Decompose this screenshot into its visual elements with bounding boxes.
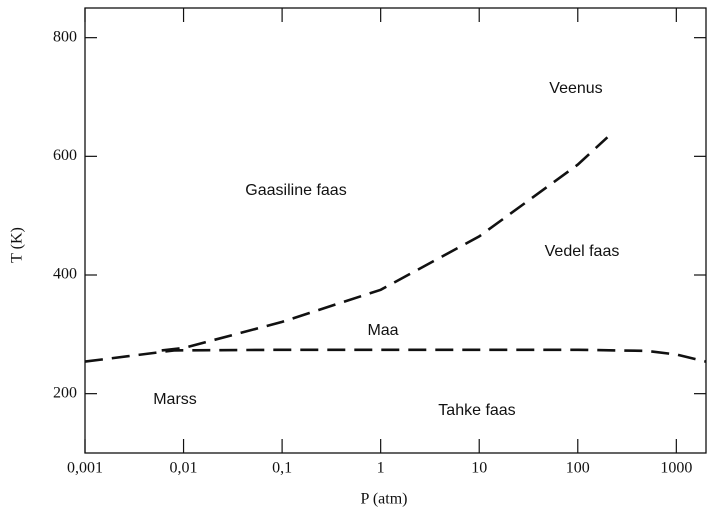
region-label: Vedel faas [545, 243, 620, 260]
phase-boundary [161, 136, 609, 352]
x-tick-label: 10 [471, 460, 487, 477]
y-tick-label: 200 [53, 384, 77, 401]
region-label: Tahke faas [438, 402, 515, 419]
region-label: Marss [153, 391, 197, 408]
region-label: Maa [367, 322, 398, 339]
y-tick-label: 400 [53, 266, 77, 283]
phase-boundary [84, 348, 707, 363]
x-tick-label: 0,001 [67, 460, 103, 477]
region-label: Gaasiline faas [245, 182, 346, 199]
x-tick-label: 100 [566, 460, 590, 477]
x-axis-label: P (atm) [361, 491, 408, 508]
x-tick-label: 1 [377, 460, 385, 477]
region-label: Veenus [549, 80, 602, 97]
x-tick-label: 1000 [660, 460, 692, 477]
x-tick-label: 0,1 [272, 460, 292, 477]
y-tick-label: 600 [53, 147, 77, 164]
y-tick-label: 800 [53, 28, 77, 45]
x-tick-label: 0,01 [170, 460, 198, 477]
y-axis-label: T (K) [9, 227, 26, 263]
plot-frame [84, 7, 707, 454]
